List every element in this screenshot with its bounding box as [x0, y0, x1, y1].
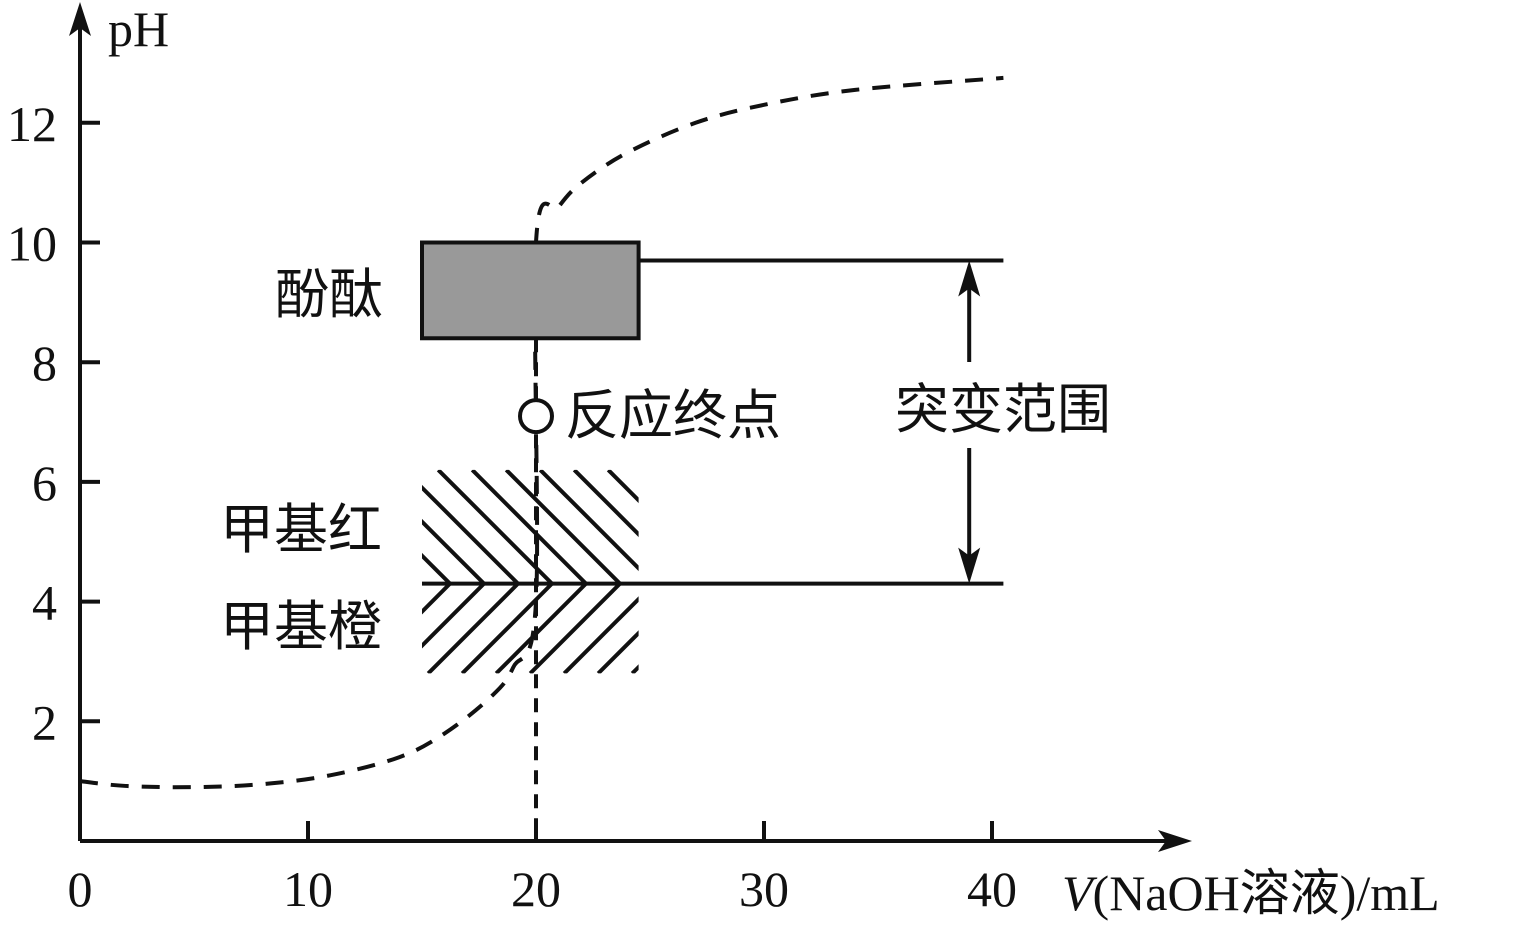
x-axis-arrowhead	[1158, 830, 1192, 852]
hatch-line	[494, 583, 588, 674]
methyl-red-range-hatch	[422, 469, 790, 584]
y-tick-label: 2	[32, 694, 57, 750]
hatch-line	[422, 583, 486, 649]
hatch-line	[538, 469, 639, 572]
hatch-line	[606, 469, 639, 504]
y-tick-label: 8	[32, 335, 57, 391]
hatch-line	[666, 584, 756, 674]
x-tick-label: 30	[739, 861, 789, 917]
y-tick-label: 12	[7, 96, 57, 152]
x-tick-label: 10	[283, 861, 333, 917]
methyl-orange-label: 甲基橙	[220, 595, 382, 658]
x-tick-label: 0	[68, 861, 93, 917]
end-point-label: 反应终点	[565, 384, 781, 447]
x-axis-title-unit: (NaOH溶液)/mL	[1093, 865, 1440, 921]
x-axis-title-variable: V	[1062, 865, 1098, 921]
jump-arrowhead-up	[958, 260, 981, 297]
jump-range-label: 突变范围	[895, 378, 1111, 441]
hatch-line	[436, 469, 554, 584]
x-tick-label: 20	[511, 861, 561, 917]
axes	[69, 2, 1192, 852]
jump-arrowhead-down	[958, 547, 981, 584]
hatch-line	[422, 583, 452, 615]
x-axis-title: V(NaOH溶液)/mL	[1062, 865, 1440, 921]
methyl-orange-range-hatch	[422, 583, 756, 674]
hatch-line	[470, 469, 588, 584]
y-axis-title: pH	[108, 1, 169, 57]
hatch-line	[504, 469, 622, 584]
methyl-red-label: 甲基红	[220, 498, 382, 561]
hatch-line	[460, 583, 554, 674]
hatch-line	[596, 630, 639, 674]
phenolphthalein-label: 酚酞	[275, 263, 383, 326]
hatch-line	[528, 583, 622, 674]
titration-curve	[79, 75, 1004, 790]
y-tick-label: 10	[7, 216, 57, 272]
hatch-line	[642, 470, 756, 584]
phenolphthalein-range-box	[420, 240, 641, 341]
y-axis-arrowhead	[69, 2, 91, 36]
hatch-line	[562, 596, 639, 674]
hatch-line	[676, 470, 790, 584]
hatch-line	[572, 469, 639, 538]
hatch-line	[630, 664, 639, 674]
y-tick-label: 4	[32, 575, 57, 631]
x-tick-label: 40	[967, 861, 1017, 917]
hatch-line	[422, 552, 452, 584]
end-point-marker	[518, 398, 554, 435]
hatch-line	[422, 484, 520, 584]
y-tick-label: 6	[32, 455, 57, 511]
x-ticks: 0 10 20 30 40	[68, 821, 1017, 917]
hatch-line	[426, 583, 520, 674]
y-ticks: 2 4 6 8 10 12	[7, 96, 100, 750]
hatch-line	[422, 518, 486, 584]
